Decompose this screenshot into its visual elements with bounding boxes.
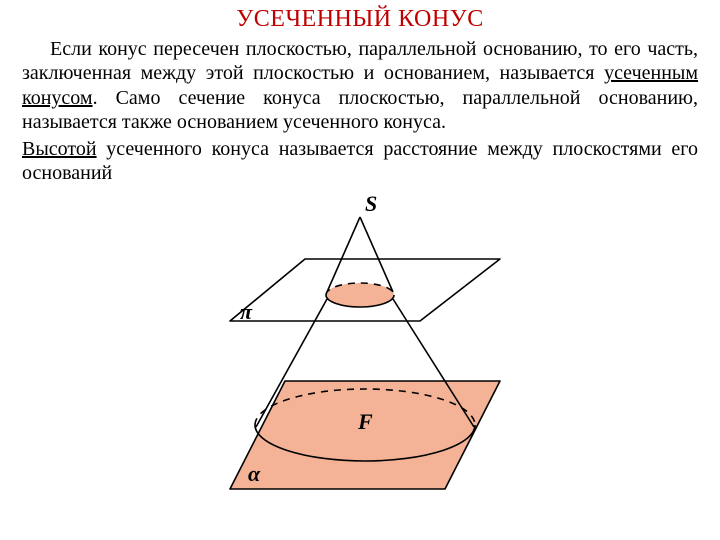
p1-a: Если конус пересечен плоскостью, паралле… [22,38,698,84]
svg-text:α: α [248,461,261,486]
svg-text:S: S [365,191,377,216]
diagram-container: Sπ Fα [22,189,698,499]
p2-b: усеченного конуса называется расстояние … [22,138,698,184]
paragraph-2: Высотой усеченного конуса называется рас… [22,137,698,186]
p2-underline: Высотой [22,138,97,160]
truncated-cone-diagram: Sπ Fα [170,189,550,499]
p1-b: . Само сечение конуса плоскостью, паралл… [22,87,698,133]
svg-text:F: F [357,409,373,434]
page-title: УСЕЧЕННЫЙ КОНУС [22,6,698,33]
svg-text:π: π [240,299,253,324]
title-text: УСЕЧЕННЫЙ КОНУС [236,6,483,32]
paragraph-1: Если конус пересечен плоскостью, паралле… [22,37,698,135]
